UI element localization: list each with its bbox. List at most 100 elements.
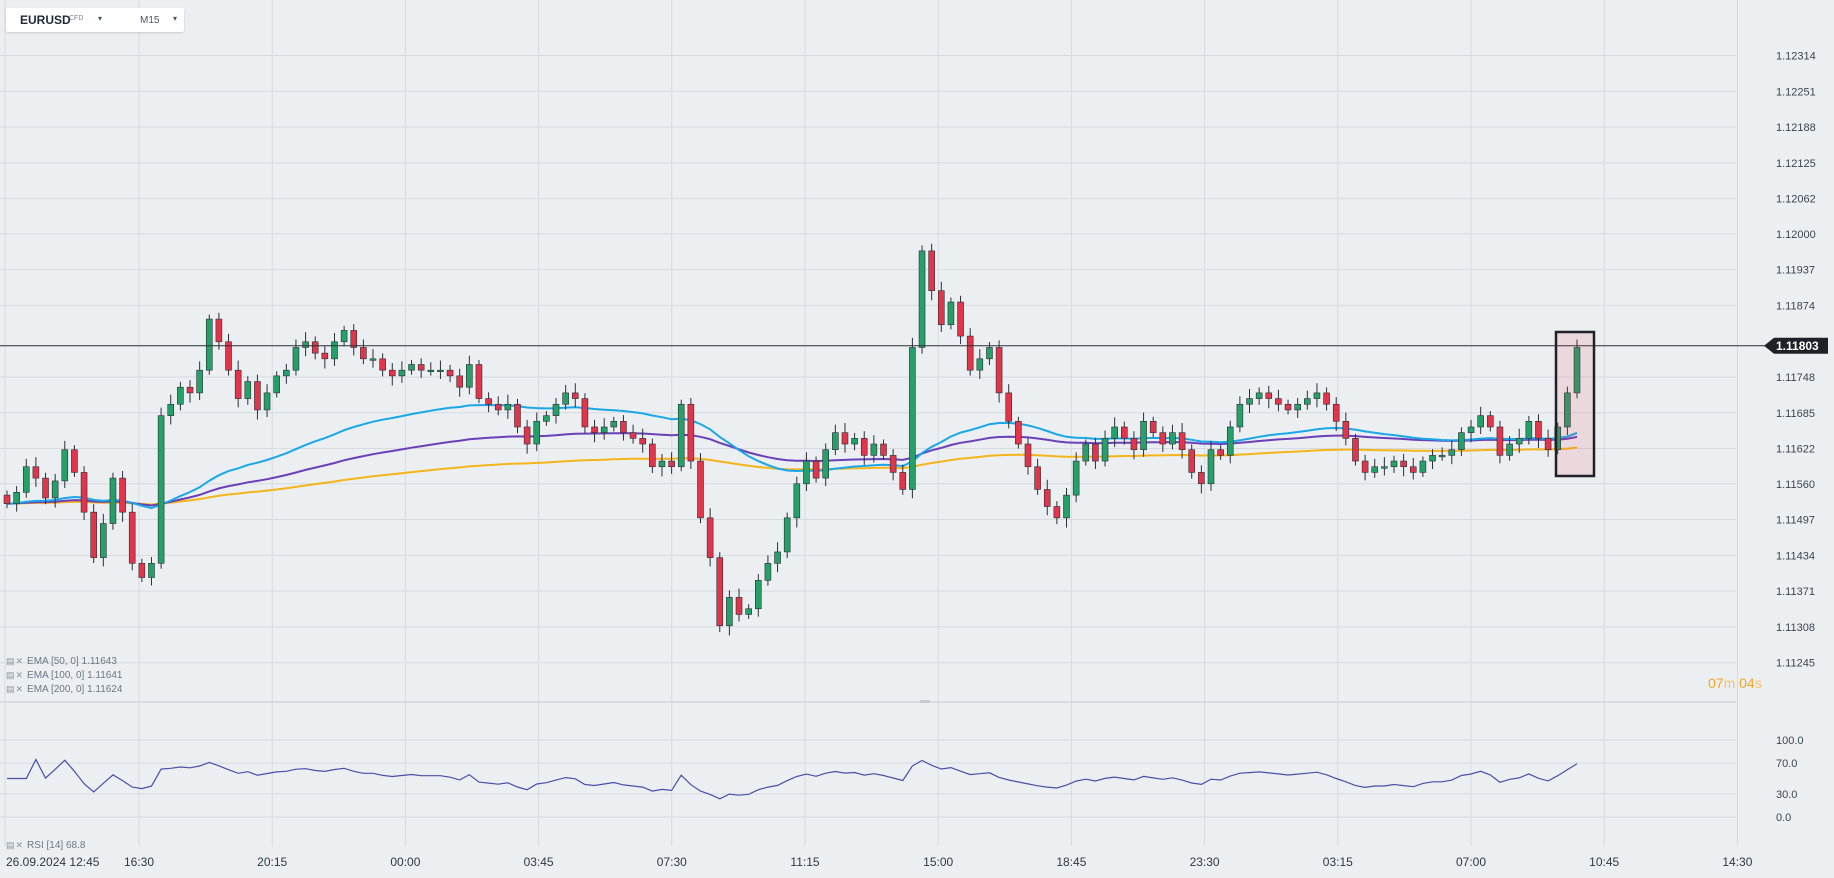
timeframe-selector[interactable]: M15: [140, 15, 160, 26]
ema-200-legend[interactable]: ▤✕ EMA [200, 0] 1.11624: [6, 684, 123, 695]
chevron-down-icon[interactable]: ▾: [98, 14, 103, 23]
price-tick-label: 1.11434: [1776, 550, 1815, 562]
candle-up: [1207, 449, 1215, 485]
candle-up: [331, 341, 338, 360]
candle-down: [446, 369, 454, 377]
candle-up: [244, 381, 252, 399]
candle-up: [1082, 443, 1090, 462]
candle-up: [1448, 449, 1456, 456]
candle-down: [620, 420, 627, 433]
candle-up: [167, 403, 175, 416]
candle-up: [726, 597, 733, 627]
ema-100-path: [6, 432, 1578, 507]
candle-up: [1255, 392, 1263, 399]
candle-up: [822, 449, 829, 479]
candle-down: [360, 347, 367, 360]
candle-down: [1323, 392, 1330, 405]
price-tick-label: 1.11874: [1776, 300, 1815, 312]
candle-down: [1332, 403, 1340, 422]
time-tick-label: 03:45: [524, 855, 554, 869]
candle-up: [196, 369, 203, 394]
price-tick-label: 1.11560: [1776, 479, 1815, 491]
current-price-label-bg: [1764, 337, 1828, 354]
candle-down: [321, 352, 329, 360]
candle-down: [812, 460, 820, 479]
candle-down: [1265, 392, 1273, 399]
time-tick-label: 03:15: [1323, 855, 1353, 869]
candle-up: [1072, 460, 1080, 496]
candle-up: [1294, 403, 1301, 411]
candle-up: [947, 301, 955, 326]
candle-down: [706, 517, 714, 558]
candle-up: [870, 443, 878, 456]
candle-up: [504, 403, 512, 411]
symbol-selector[interactable]: EURUSD CFD ▾ M15 ▾: [6, 8, 184, 32]
ema-200-line: [6, 446, 1578, 506]
candlesticks: [3, 243, 1581, 636]
candle-down: [899, 472, 907, 490]
candle-down: [475, 364, 483, 399]
price-tick-label: 1.11308: [1776, 622, 1815, 634]
candle-down: [71, 449, 78, 473]
candle-up: [1438, 455, 1446, 458]
candle-up: [1458, 432, 1465, 450]
settings-icon[interactable]: ▤✕: [6, 840, 25, 850]
candle-up: [610, 420, 618, 428]
candle-down: [1535, 420, 1542, 439]
candle-down: [1121, 426, 1128, 439]
candle-up: [398, 369, 406, 377]
ema-50-legend[interactable]: ▤✕ EMA [50, 0] 1.11643: [6, 656, 117, 667]
axes: 1.12314 1.12251 1.12188 1.12125 1.12062 1.120…: [6, 51, 1816, 870]
chevron-down-icon[interactable]: ▾: [173, 14, 178, 23]
candle-down: [1159, 432, 1167, 445]
candle-down: [254, 381, 261, 411]
price-tick-label: 1.12314: [1776, 51, 1816, 63]
candle-down: [581, 398, 589, 428]
chart-overlays: 1.11803: [0, 330, 1828, 478]
candle-up: [986, 347, 993, 360]
candle-up: [1564, 392, 1571, 428]
candle-down: [1217, 449, 1224, 456]
candle-up: [562, 392, 569, 405]
candle-down: [1496, 426, 1504, 456]
settings-icon[interactable]: ▤✕: [6, 684, 25, 694]
price-tick-label: 1.11685: [1776, 408, 1815, 420]
rsi-legend[interactable]: ▤✕ RSI [14] 68.8: [6, 840, 86, 851]
time-tick-label: 07:30: [657, 855, 687, 869]
candle-up: [755, 580, 762, 610]
candle-down: [668, 460, 675, 468]
candle-down: [1188, 449, 1196, 473]
candle-up: [263, 392, 271, 411]
candle-up: [1313, 392, 1321, 399]
rsi-pane: [0, 739, 1736, 818]
candle-up: [61, 449, 69, 482]
candle-down: [1024, 443, 1032, 468]
grid-lines: [0, 0, 1738, 846]
candle-up: [774, 551, 781, 564]
candle-up: [1419, 460, 1427, 473]
candle-down: [860, 438, 868, 456]
settings-icon[interactable]: ▤✕: [6, 656, 25, 666]
candle-up: [13, 491, 20, 504]
candle-up: [909, 347, 916, 490]
candle-down: [1544, 438, 1552, 450]
rsi-line: [7, 758, 1578, 800]
symbol-name: EURUSD: [20, 13, 71, 27]
time-tick-label: 20:15: [257, 855, 287, 869]
candle-up: [1429, 455, 1436, 462]
candle-down: [119, 477, 126, 513]
settings-icon[interactable]: ▤✕: [6, 670, 25, 680]
price-tick-label: 1.12000: [1776, 229, 1816, 241]
candle-down: [311, 341, 319, 354]
ema-100-legend[interactable]: ▤✕ EMA [100, 0] 1.11641: [6, 670, 123, 681]
rsi-tick-label: 100.0: [1776, 735, 1804, 747]
candle-up: [533, 420, 541, 445]
candle-down: [3, 494, 11, 504]
candle-down: [639, 438, 646, 445]
candle-up: [764, 562, 772, 581]
candle-down: [591, 426, 598, 433]
ema-200-path: [6, 446, 1578, 506]
candle-up: [22, 466, 30, 493]
